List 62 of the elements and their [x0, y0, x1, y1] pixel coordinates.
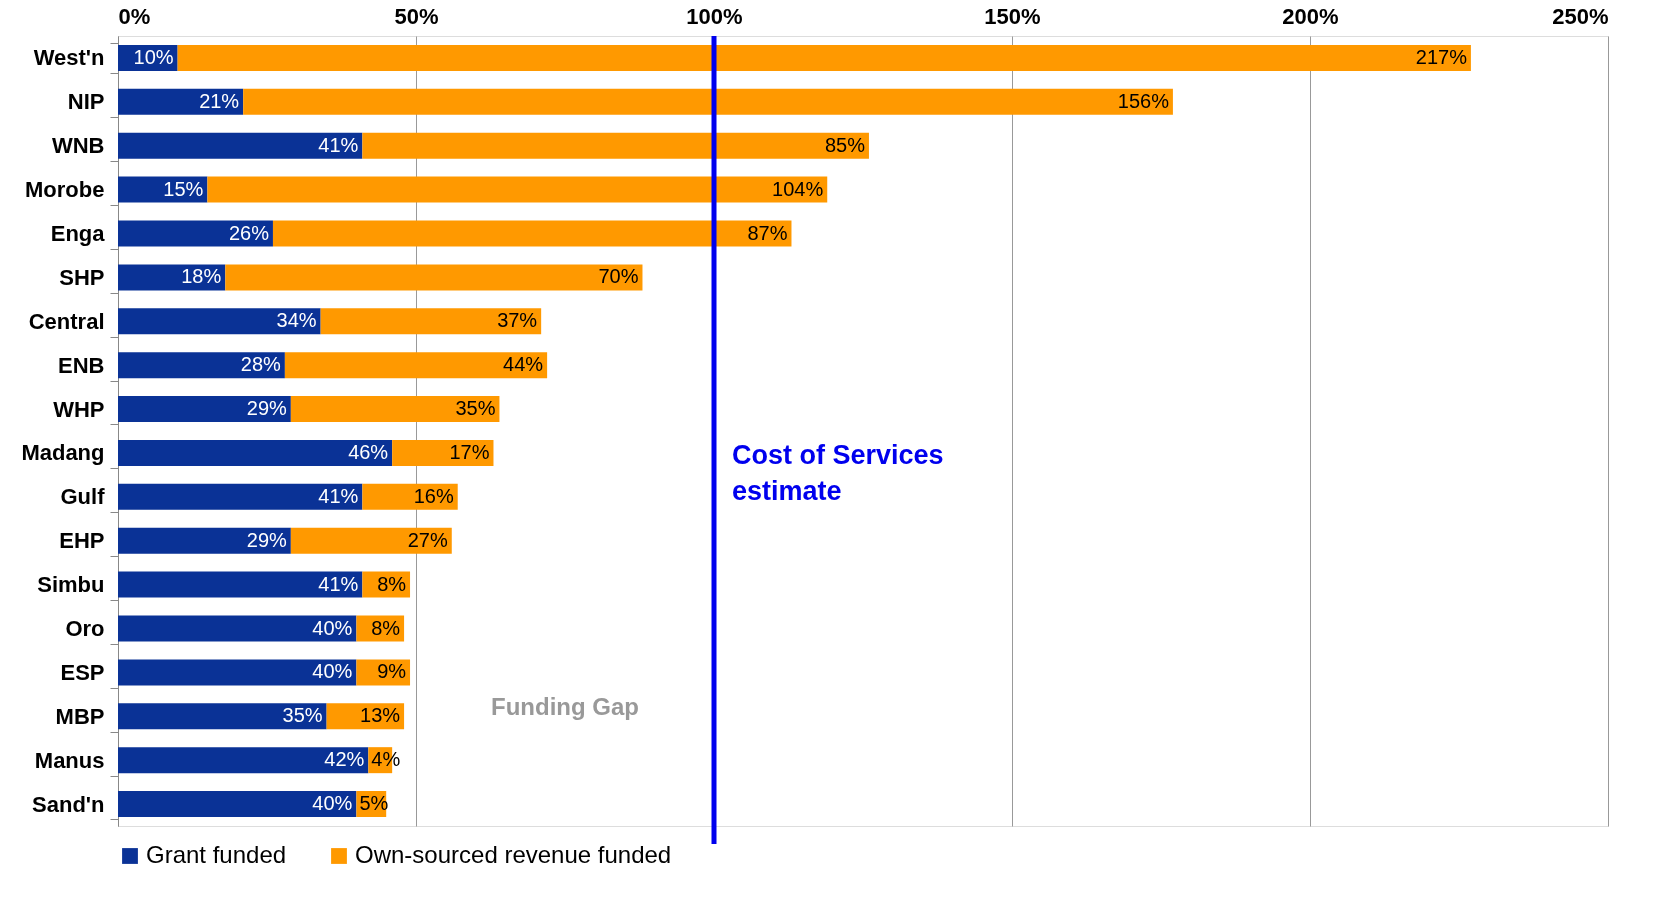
legend-label: Grant funded: [146, 841, 287, 868]
data-label: 37%: [497, 309, 538, 332]
data-label: 87%: [747, 221, 788, 244]
data-label: 26%: [228, 221, 270, 244]
data-label: 104%: [772, 177, 824, 200]
data-label: 34%: [276, 309, 317, 332]
data-label: 29%: [246, 528, 288, 551]
data-label: 40%: [312, 792, 353, 815]
legend-label: Own-sourced revenue funded: [355, 841, 672, 868]
data-label: 13%: [360, 704, 401, 727]
data-label: 41%: [318, 484, 359, 507]
data-label: 35%: [455, 397, 496, 420]
y-tick-label: Enga: [50, 221, 106, 246]
x-tick-label: 0%: [118, 3, 151, 29]
annotation: Funding Gap: [491, 692, 639, 720]
data-label: 15%: [163, 177, 204, 200]
ref-line-label: Cost of Services estimate: [732, 439, 944, 506]
y-tick-label: Morobe: [25, 177, 105, 203]
data-label: 8%: [377, 572, 407, 595]
data-label: 9%: [377, 660, 407, 683]
data-label: 40%: [312, 660, 353, 683]
y-tick-label: Central: [28, 308, 105, 334]
y-tick-label: ENB: [58, 352, 105, 378]
y-tick-label: MBP: [55, 703, 105, 729]
x-tick-label: 100%: [686, 3, 743, 29]
y-tick-label: EHP: [59, 528, 105, 554]
x-tick-label: 250%: [1552, 3, 1609, 29]
data-label: 42%: [324, 748, 365, 771]
data-label: 8%: [371, 616, 401, 639]
data-label: 70%: [598, 265, 639, 288]
data-label: 21%: [199, 89, 240, 112]
data-label: 156%: [1117, 89, 1170, 112]
data-label: 35%: [282, 704, 323, 727]
x-tick-label: 200%: [1282, 3, 1339, 29]
data-label: 10%: [133, 45, 174, 68]
data-label: 41%: [318, 133, 359, 156]
y-tick-label: Sand'n: [32, 791, 105, 817]
x-tick-label: 50%: [394, 3, 439, 29]
data-label: 41%: [318, 572, 359, 595]
y-tick-label: SHP: [59, 264, 105, 290]
y-tick-label: NIP: [67, 89, 105, 115]
data-label: 28%: [240, 353, 282, 376]
y-tick-label: Manus: [34, 747, 105, 773]
y-tick-label: West'n: [33, 45, 105, 71]
y-tick-label: Oro: [65, 616, 105, 641]
y-tick-label: WNB: [51, 133, 105, 159]
data-label: 27%: [407, 528, 448, 551]
data-label: 85%: [824, 133, 866, 156]
data-label: 40%: [312, 616, 353, 639]
data-label: 18%: [181, 265, 222, 288]
y-tick-label: ESP: [60, 659, 105, 685]
data-label: 46%: [348, 440, 389, 463]
y-tick-label: Gulf: [60, 484, 106, 510]
data-label: 44%: [503, 353, 544, 376]
y-tick-label: WHP: [53, 396, 105, 422]
data-label: 16%: [413, 484, 454, 507]
data-label: 217%: [1415, 45, 1468, 68]
y-tick-label: Simbu: [37, 572, 105, 598]
data-label: 17%: [449, 440, 490, 463]
x-tick-label: 150%: [984, 3, 1041, 29]
data-label: 29%: [246, 397, 288, 420]
y-tick-label: Madang: [21, 440, 105, 466]
